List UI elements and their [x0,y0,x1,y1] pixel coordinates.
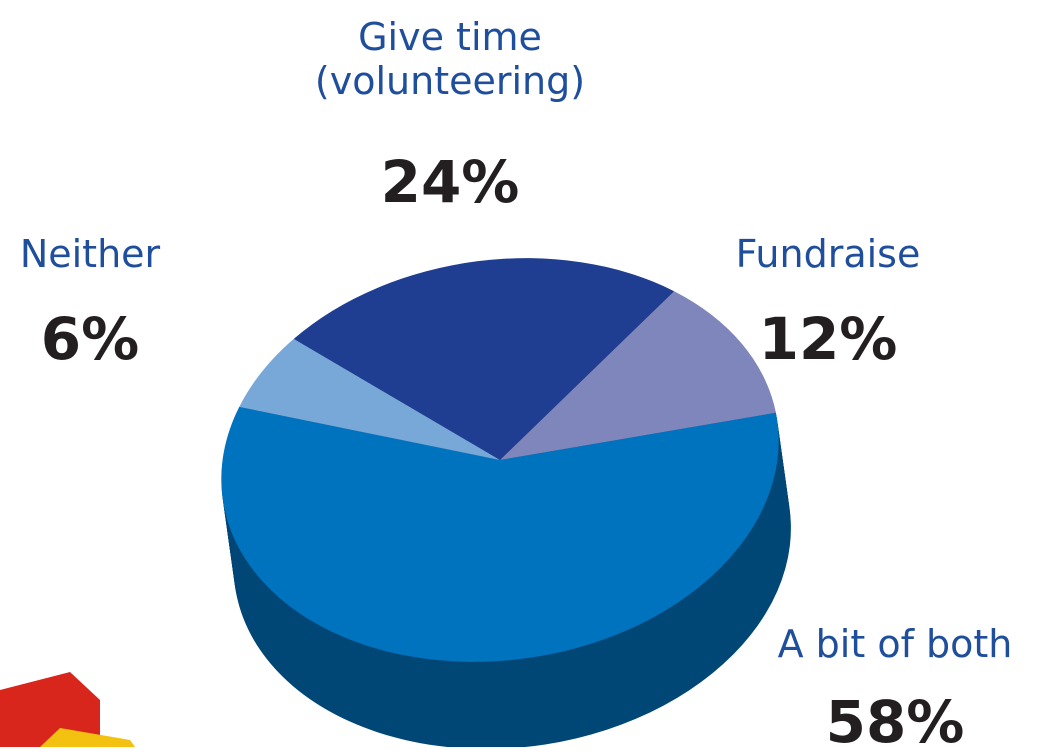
slice-label: A bit of both [777,622,1013,666]
block-red [0,672,100,747]
block-yellow [40,728,135,747]
value-label: 6% [40,305,140,373]
slice [500,291,776,460]
slice-label: Neither [19,232,161,276]
slice-label: Fundraise [735,232,921,276]
slice [293,258,675,460]
slice [239,338,500,460]
value-label: 12% [758,305,898,373]
value-label: 58% [825,688,965,756]
value-label: 24% [380,148,520,216]
pie [221,258,791,747]
slice-label: Give time (volunteering) [314,15,586,103]
slice [221,406,779,662]
decoration [0,672,135,747]
